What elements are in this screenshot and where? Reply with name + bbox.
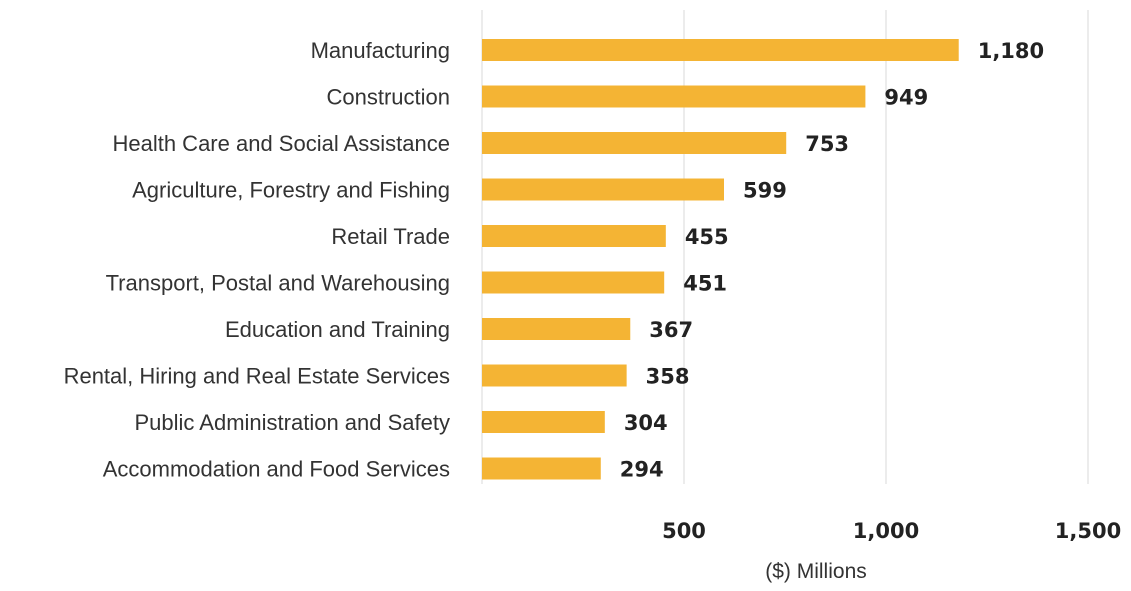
category-labels: Manufacturing Construction Health Care and… [64, 38, 450, 482]
category-label: Manufacturing [311, 38, 450, 63]
category-label: Transport, Postal and Warehousing [106, 271, 450, 296]
category-label: Retail Trade [331, 224, 450, 249]
bar [482, 457, 601, 480]
bar [482, 364, 627, 387]
value-label: 949 [884, 86, 928, 110]
x-tick-label: 1,000 [853, 519, 919, 543]
value-label: 1,180 [978, 39, 1044, 63]
value-label: 599 [743, 179, 787, 203]
bar [482, 225, 666, 247]
category-label: Rental, Hiring and Real Estate Services [64, 364, 450, 389]
x-axis-title: ($) Millions [765, 560, 867, 583]
value-label: 358 [646, 365, 690, 389]
x-tick-labels: 500 1,000 1,500 [662, 519, 1121, 543]
bar [482, 411, 605, 433]
bar [482, 271, 665, 294]
category-label: Education and Training [225, 317, 450, 342]
bar [482, 85, 866, 108]
value-label: 451 [683, 272, 727, 296]
x-tick-label: 1,500 [1055, 519, 1121, 543]
category-label: Agriculture, Forestry and Fishing [132, 178, 450, 203]
bar [482, 132, 787, 154]
value-label: 304 [624, 411, 668, 435]
bar [482, 318, 631, 340]
category-label: Health Care and Social Assistance [112, 131, 450, 156]
bar [482, 39, 959, 61]
value-label: 753 [805, 132, 849, 156]
value-label: 455 [685, 225, 729, 249]
category-label: Public Administration and Safety [134, 410, 450, 435]
value-label: 294 [620, 458, 664, 482]
x-tick-label: 500 [662, 519, 706, 543]
value-labels: 1,180 949 753 599 455 451 367 358 304 294 [620, 39, 1044, 482]
category-label: Accommodation and Food Services [103, 457, 450, 482]
bars [482, 39, 959, 480]
bar [482, 178, 724, 201]
value-label: 367 [649, 318, 693, 342]
category-label: Construction [326, 85, 450, 110]
